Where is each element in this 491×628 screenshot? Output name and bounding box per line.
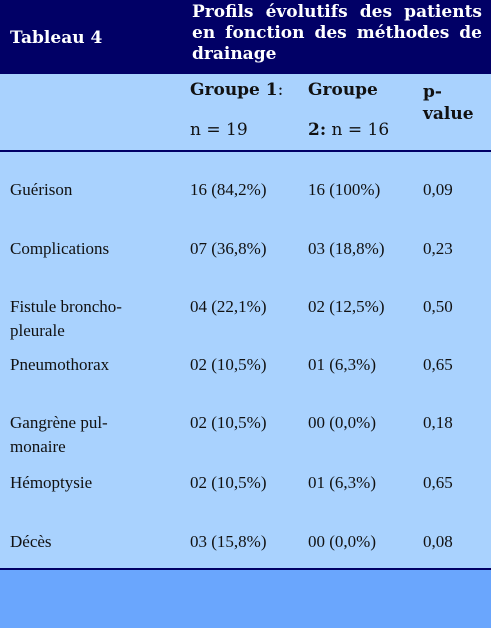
cell-group2: 00 (0,0%): [308, 532, 376, 551]
cell-group1: 02 (10,5%): [190, 473, 267, 492]
cell-pvalue: 0,65: [423, 473, 453, 492]
cell-group2: 00 (0,0%): [308, 413, 376, 432]
row-label: Gangrène pul-monaire: [10, 413, 108, 456]
col-subheader-group1: n = 19: [190, 120, 248, 140]
cell-pvalue: 0,65: [423, 355, 453, 374]
cell-pvalue: 0,50: [423, 297, 453, 316]
cell-pvalue: 0,08: [423, 532, 453, 551]
row-label: Fistule broncho-pleurale: [10, 297, 122, 340]
cell-group1: 07 (36,8%): [190, 239, 267, 258]
row-label: Guérison: [10, 180, 73, 199]
row-label: Complications: [10, 239, 110, 258]
row-label: Hémoptysie: [10, 473, 93, 492]
cell-group2: 16 (100%): [308, 180, 381, 199]
table-title-bar: Tableau 4 Profils évolutifs des patients…: [0, 0, 491, 74]
cell-group1: 02 (10,5%): [190, 355, 267, 374]
row-label: Décès: [10, 532, 52, 551]
col-subheader-pvalue: value: [423, 104, 474, 124]
cell-pvalue: 0,23: [423, 239, 453, 258]
cell-group1: 03 (15,8%): [190, 532, 267, 551]
cell-group1: 16 (84,2%): [190, 180, 267, 199]
table-header: Groupe 1: n = 19 Groupe 2: n = 16 p- val…: [0, 74, 491, 150]
header-rule: [0, 150, 491, 152]
col-subheader-group2: 2: n = 16: [308, 120, 390, 140]
cell-group2: 01 (6,3%): [308, 473, 376, 492]
cell-pvalue: 0,09: [423, 180, 453, 199]
table-number: Tableau 4: [10, 28, 103, 48]
cell-group1: 04 (22,1%): [190, 297, 267, 316]
col-header-group1: Groupe 1:: [190, 80, 284, 100]
cell-group2: 03 (18,8%): [308, 239, 385, 258]
col-header-group2: Groupe: [308, 80, 378, 100]
row-label: Pneumothorax: [10, 355, 110, 374]
col-header-pvalue: p-: [423, 82, 442, 102]
cell-pvalue: 0,18: [423, 413, 453, 432]
cell-group1: 02 (10,5%): [190, 413, 267, 432]
cell-group2: 02 (12,5%): [308, 297, 385, 316]
table-title: Profils évolutifs des patients en foncti…: [192, 2, 482, 64]
cell-group2: 01 (6,3%): [308, 355, 376, 374]
table-body: Guérison 16 (84,2%) 16 (100%) 0,09 Compl…: [0, 152, 491, 568]
footer-rule: [0, 568, 491, 570]
